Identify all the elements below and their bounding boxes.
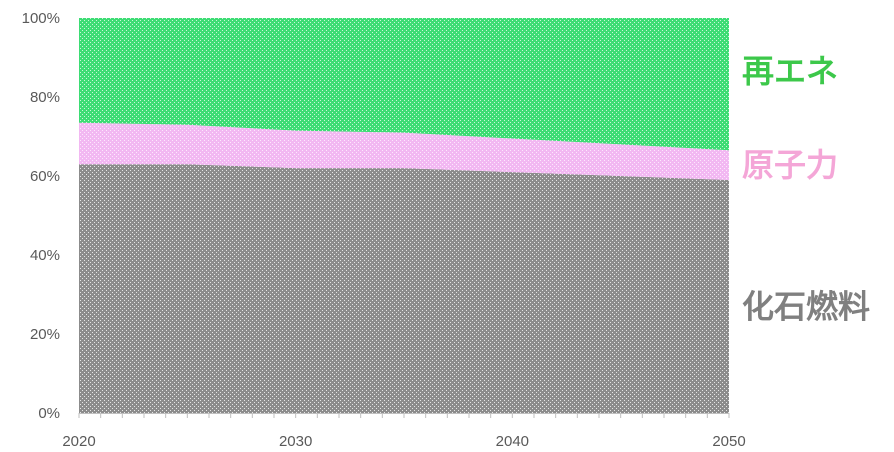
y-tick-label: 20%	[30, 326, 60, 343]
series-labels: 化石燃料 原子力 再エネ	[742, 52, 870, 326]
area-nuclear	[79, 122, 729, 180]
axes-group	[78, 413, 730, 418]
area-series-group	[79, 18, 729, 413]
y-tick-labels: 0% 20% 40% 60% 80% 100%	[22, 10, 60, 422]
area-fossil-fuel	[79, 164, 729, 413]
x-tick-labels: 2020 2030 2040 2050	[62, 433, 745, 450]
x-tick-label: 2040	[496, 433, 529, 450]
x-tick-label: 2050	[712, 433, 745, 450]
y-tick-label: 60%	[30, 168, 60, 185]
y-tick-label: 40%	[30, 247, 60, 264]
y-tick-label: 0%	[38, 405, 60, 422]
y-tick-label: 100%	[22, 10, 60, 27]
series-label-renewable: 再エネ	[742, 52, 838, 90]
y-tick-label: 80%	[30, 89, 60, 106]
series-label-fossil-fuel: 化石燃料	[742, 287, 870, 325]
x-tick-label: 2030	[279, 433, 312, 450]
series-label-nuclear: 原子力	[742, 146, 838, 184]
x-tick-label: 2020	[62, 433, 95, 450]
area-renewable	[79, 18, 729, 151]
